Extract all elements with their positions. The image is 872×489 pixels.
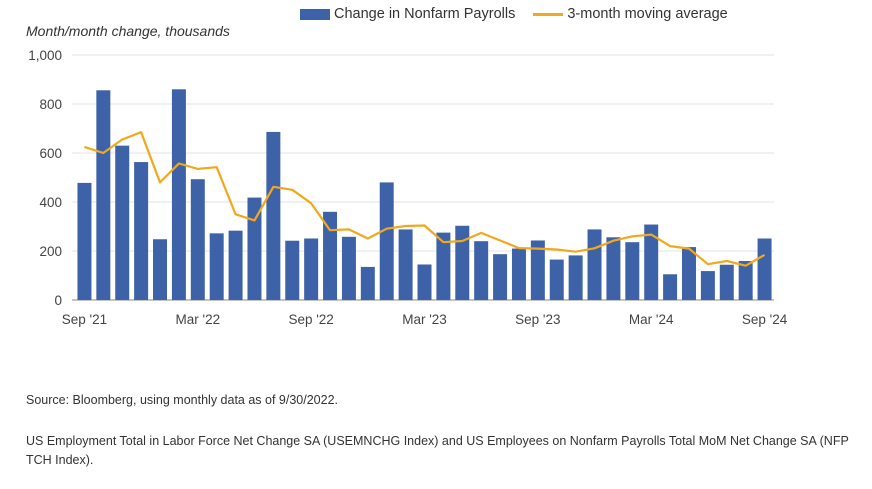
legend-item-bars: Change in Nonfarm Payrolls	[300, 6, 515, 22]
x-tick-label: Sep '21	[62, 312, 107, 327]
y-tick-label: 1,000	[28, 48, 62, 63]
legend-item-line: 3-month moving average	[533, 6, 728, 22]
bar	[530, 240, 545, 300]
y-tick-label: 200	[39, 244, 62, 259]
bar	[644, 224, 659, 300]
bar	[96, 90, 111, 300]
legend-label-line: 3-month moving average	[567, 6, 728, 22]
bar	[153, 239, 168, 300]
bar	[266, 131, 281, 300]
bar	[209, 233, 224, 300]
note-text: US Employment Total in Labor Force Net C…	[26, 434, 849, 467]
legend-swatch-bars	[300, 8, 330, 20]
bar	[228, 230, 243, 300]
x-tick-label: Sep '24	[742, 312, 788, 327]
bar	[379, 182, 394, 300]
bar	[304, 238, 319, 300]
x-tick-label: Mar '22	[176, 312, 221, 327]
bar	[247, 197, 262, 300]
y-tick-label: 800	[39, 97, 62, 112]
bar	[700, 271, 715, 300]
bar	[77, 182, 92, 300]
x-tick-label: Mar '24	[629, 312, 674, 327]
bar	[757, 238, 772, 300]
bar	[455, 225, 470, 300]
legend-swatch-line	[533, 12, 564, 16]
y-tick-label: 400	[39, 195, 62, 210]
chart: 0 200 400 600 800 1,000 Sep '21 Mar '22 Sep '22 M…	[26, 6, 788, 327]
bar	[511, 248, 526, 300]
bar	[587, 229, 602, 300]
x-tick-label: Sep '22	[288, 312, 333, 327]
bar	[568, 255, 583, 300]
x-tick-label: Mar '23	[402, 312, 447, 327]
bar	[417, 264, 432, 300]
bar	[341, 236, 356, 300]
bar	[398, 229, 413, 300]
chart-svg: 0 200 400 600 800 1,000 Sep '21 Mar '22 Sep '22 M…	[28, 48, 788, 327]
bar	[323, 211, 338, 300]
bar	[285, 240, 300, 300]
bar	[436, 232, 451, 300]
bar	[719, 264, 734, 300]
bar	[360, 266, 375, 300]
bar	[549, 259, 564, 300]
y-axis-title: Month/month change, thousands	[26, 23, 230, 39]
legend: Change in Nonfarm Payrolls 3-month movin…	[300, 6, 746, 22]
bar	[493, 254, 508, 300]
bar	[606, 237, 621, 300]
bar	[134, 162, 149, 300]
bar	[171, 89, 186, 300]
bar	[663, 274, 678, 300]
x-tick-label: Sep '23	[515, 312, 560, 327]
bar	[190, 179, 205, 300]
bar	[681, 247, 696, 300]
legend-label-bars: Change in Nonfarm Payrolls	[334, 6, 516, 22]
bar	[625, 242, 640, 300]
source-text: Source: Bloomberg, using monthly data as…	[26, 393, 338, 407]
moving-average-line	[84, 131, 766, 267]
bar	[738, 261, 753, 300]
y-tick-label: 0	[54, 293, 62, 308]
y-tick-label: 600	[39, 146, 62, 161]
bar	[474, 241, 489, 300]
bar	[115, 145, 130, 300]
